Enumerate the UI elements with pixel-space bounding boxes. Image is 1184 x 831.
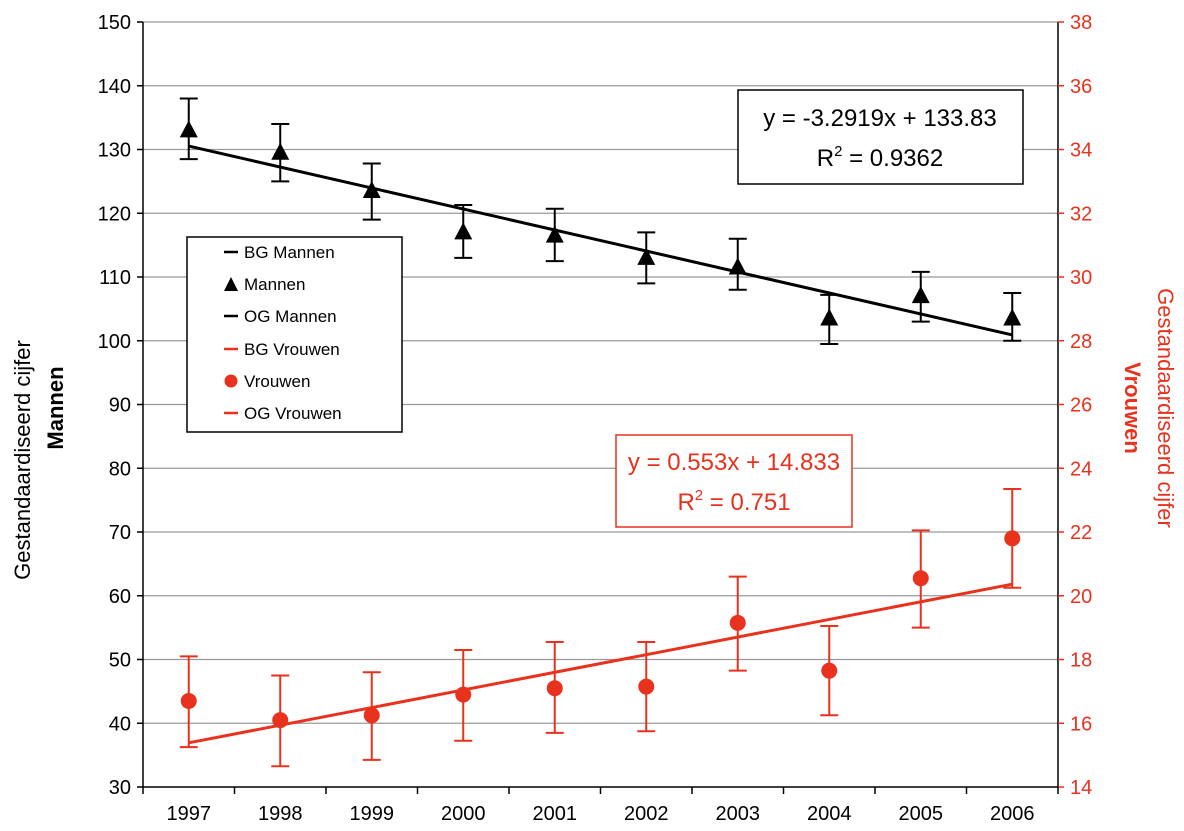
women-equation-box: y = 0.553x + 14.833 R2 = 0.751: [615, 434, 853, 528]
right-tick-label: 18: [1070, 650, 1092, 672]
right-axis-ticks: 14 16 18 20 22 24 26 28 30 32 34 36 38: [1058, 12, 1092, 799]
legend-item-vrouwen: Vrouwen: [224, 372, 310, 391]
right-tick-label: 20: [1070, 586, 1092, 608]
data-point-vrouwen: [546, 680, 563, 697]
right-axis-title-line2: Vrouwen: [1120, 362, 1145, 454]
left-tick-label: 90: [109, 395, 131, 417]
legend: BG Mannen Mannen OG Mannen BG Vrouwen Vr…: [186, 236, 403, 433]
x-tick-label: 2001: [533, 803, 578, 825]
data-point-vrouwen: [912, 570, 929, 587]
x-tick-label: 2000: [441, 803, 486, 825]
women-r2-value: = 0.751: [703, 489, 790, 516]
left-axis-title-line1: Gestandaardiseerd cijfer: [10, 340, 35, 580]
left-tick-label: 50: [109, 650, 131, 672]
data-point-vrouwen: [1004, 530, 1021, 547]
data-point-vrouwen: [272, 712, 289, 729]
men-equation-box: y = -3.2919x + 133.83 R2 = 0.9362: [737, 89, 1024, 185]
right-tick-label: 16: [1070, 713, 1092, 735]
legend-label: Mannen: [244, 275, 305, 294]
legend-box: [186, 236, 403, 433]
right-tick-label: 22: [1070, 522, 1092, 544]
women-r2-sup: 2: [695, 487, 703, 504]
legend-item-og-vrouwen: OG Vrouwen: [224, 404, 342, 423]
data-point-mannen: [271, 142, 290, 160]
women-r-squared: R2 = 0.751: [677, 487, 790, 516]
trendline-vrouwen: [188, 582, 1013, 745]
data-point-vrouwen: [455, 686, 472, 703]
men-r2-value: = 0.9362: [842, 145, 943, 172]
left-tick-label: 140: [98, 76, 131, 98]
x-tick-label: 2006: [990, 803, 1035, 825]
left-tick-label: 40: [109, 713, 131, 735]
trendlines: [188, 144, 1013, 745]
right-tick-label: 14: [1070, 777, 1092, 799]
legend-label: OG Vrouwen: [244, 404, 342, 423]
data-point-mannen: [637, 247, 656, 265]
x-tick-label: 1999: [350, 803, 395, 825]
left-tick-label: 80: [109, 458, 131, 480]
legend-label: BG Mannen: [244, 243, 335, 262]
women-equation-frame: [615, 434, 853, 528]
markers: [179, 120, 1022, 729]
men-r2-sup: 2: [834, 143, 842, 160]
women-equation: y = 0.553x + 14.833: [628, 449, 840, 476]
legend-label: Vrouwen: [244, 372, 310, 391]
left-tick-label: 70: [109, 522, 131, 544]
left-tick-label: 30: [109, 777, 131, 799]
right-tick-label: 28: [1070, 331, 1092, 353]
left-tick-label: 130: [98, 140, 131, 162]
legend-swatch-triangle: [224, 277, 238, 291]
data-point-vrouwen: [821, 662, 838, 679]
legend-item-bg-mannen: BG Mannen: [224, 243, 335, 262]
right-tick-label: 38: [1070, 12, 1092, 34]
women-r2-prefix: R: [677, 489, 694, 516]
x-tick-label: 2002: [624, 803, 669, 825]
right-tick-label: 24: [1070, 458, 1092, 480]
right-tick-label: 26: [1070, 395, 1092, 417]
legend-swatch-circle: [224, 374, 238, 388]
legend-item-bg-vrouwen: BG Vrouwen: [224, 340, 340, 359]
right-tick-label: 36: [1070, 76, 1092, 98]
data-point-mannen: [179, 120, 198, 138]
left-tick-label: 110: [99, 267, 131, 289]
data-point-vrouwen: [729, 614, 746, 631]
men-r2-prefix: R: [817, 145, 834, 172]
legend-item-mannen: Mannen: [224, 275, 305, 294]
left-tick-label: 100: [98, 331, 131, 353]
men-equation: y = -3.2919x + 133.83: [763, 105, 997, 132]
data-point-vrouwen: [180, 692, 197, 709]
x-axis-ticks: 1997 1998 1999 2000 2001 2002 2003 2004 2005 2006: [142, 787, 1059, 825]
left-tick-label: 150: [98, 12, 131, 34]
left-tick-label: 60: [109, 586, 131, 608]
data-point-vrouwen: [638, 678, 655, 695]
left-tick-label: 120: [98, 203, 131, 225]
right-axis-title-line1: Gestandaardiseerd cijfer: [1153, 288, 1178, 528]
x-tick-label: 1997: [167, 803, 212, 825]
legend-label: OG Mannen: [244, 307, 337, 326]
x-tick-label: 2003: [716, 803, 761, 825]
data-point-mannen: [1003, 308, 1022, 326]
data-point-mannen: [545, 225, 564, 243]
men-r-squared: R2 = 0.9362: [817, 143, 943, 172]
legend-label: BG Vrouwen: [244, 340, 340, 359]
x-tick-label: 2004: [807, 803, 852, 825]
x-tick-label: 1998: [258, 803, 303, 825]
data-point-mannen: [820, 308, 839, 326]
right-tick-label: 30: [1070, 267, 1092, 289]
data-point-mannen: [454, 222, 473, 240]
data-point-mannen: [728, 257, 747, 275]
right-tick-label: 34: [1070, 140, 1092, 162]
right-tick-label: 32: [1070, 203, 1092, 225]
left-axis-ticks: 30 40 50 60 70 80 90 100 110 120 130 140 150: [98, 12, 143, 799]
legend-item-og-mannen: OG Mannen: [224, 307, 337, 326]
men-equation-frame: [737, 89, 1024, 185]
trendline-mannen: [188, 144, 1013, 337]
data-point-mannen: [362, 180, 381, 198]
left-axis-title-line2: Mannen: [43, 366, 68, 449]
data-point-vrouwen: [363, 707, 380, 724]
data-point-mannen: [911, 286, 930, 304]
x-tick-label: 2005: [899, 803, 944, 825]
